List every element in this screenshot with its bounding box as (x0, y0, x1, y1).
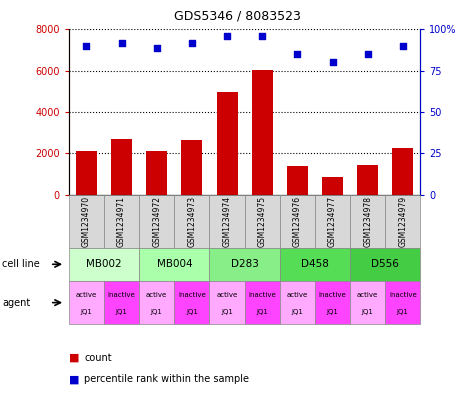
Text: JQ1: JQ1 (221, 309, 233, 315)
Text: ■: ■ (69, 374, 79, 384)
Point (83, 43, 90, 49)
Point (294, 51, 301, 57)
Text: JQ1: JQ1 (256, 309, 268, 315)
Text: GSM1234973: GSM1234973 (188, 195, 196, 247)
Bar (181, 140, 202, 195)
Text: JQ1: JQ1 (186, 309, 198, 315)
Text: active: active (357, 292, 378, 298)
Text: inactive: inactive (389, 292, 417, 298)
Bar (76, 151, 97, 195)
Text: ■: ■ (69, 353, 79, 363)
Text: inactive: inactive (178, 292, 206, 298)
Text: cell line: cell line (2, 259, 40, 269)
Text: JQ1: JQ1 (362, 309, 374, 315)
Text: MB002: MB002 (86, 259, 122, 269)
Bar (392, 148, 413, 195)
Text: percentile rank within the sample: percentile rank within the sample (84, 374, 249, 384)
Text: inactive: inactive (248, 292, 276, 298)
Text: GSM1234979: GSM1234979 (399, 195, 407, 247)
Text: GSM1234976: GSM1234976 (293, 195, 302, 247)
Text: active: active (217, 292, 238, 298)
Text: active: active (287, 292, 308, 298)
Text: D556: D556 (371, 259, 399, 269)
Text: JQ1: JQ1 (151, 309, 162, 315)
Bar (252, 70, 273, 195)
Text: GSM1234972: GSM1234972 (152, 196, 161, 246)
Text: count: count (84, 353, 112, 363)
Point (258, 33, 266, 39)
Text: active: active (146, 292, 167, 298)
Text: inactive: inactive (319, 292, 346, 298)
Text: GDS5346 / 8083523: GDS5346 / 8083523 (174, 10, 301, 23)
Bar (111, 139, 132, 195)
Point (364, 51, 371, 57)
Text: active: active (76, 292, 97, 298)
Text: inactive: inactive (108, 292, 135, 298)
Text: GSM1234978: GSM1234978 (363, 196, 372, 246)
Bar (357, 165, 378, 195)
Bar (322, 177, 343, 195)
Text: agent: agent (2, 298, 30, 308)
Text: GSM1234974: GSM1234974 (223, 195, 231, 247)
Bar (217, 92, 238, 195)
Text: JQ1: JQ1 (115, 309, 127, 315)
Point (188, 40, 196, 46)
Text: D283: D283 (231, 259, 258, 269)
Text: JQ1: JQ1 (292, 309, 304, 315)
Text: GSM1234970: GSM1234970 (82, 195, 91, 247)
Text: GSM1234977: GSM1234977 (328, 195, 337, 247)
Bar (287, 165, 308, 195)
Point (329, 59, 336, 66)
Bar (146, 151, 167, 195)
Point (223, 33, 231, 39)
Point (118, 40, 125, 46)
Text: JQ1: JQ1 (81, 309, 92, 315)
Point (153, 44, 161, 51)
Text: GSM1234975: GSM1234975 (258, 195, 266, 247)
Text: D458: D458 (301, 259, 329, 269)
Text: JQ1: JQ1 (397, 309, 408, 315)
Text: GSM1234971: GSM1234971 (117, 196, 126, 246)
Text: JQ1: JQ1 (327, 309, 339, 315)
Point (399, 43, 407, 49)
Text: MB004: MB004 (156, 259, 192, 269)
